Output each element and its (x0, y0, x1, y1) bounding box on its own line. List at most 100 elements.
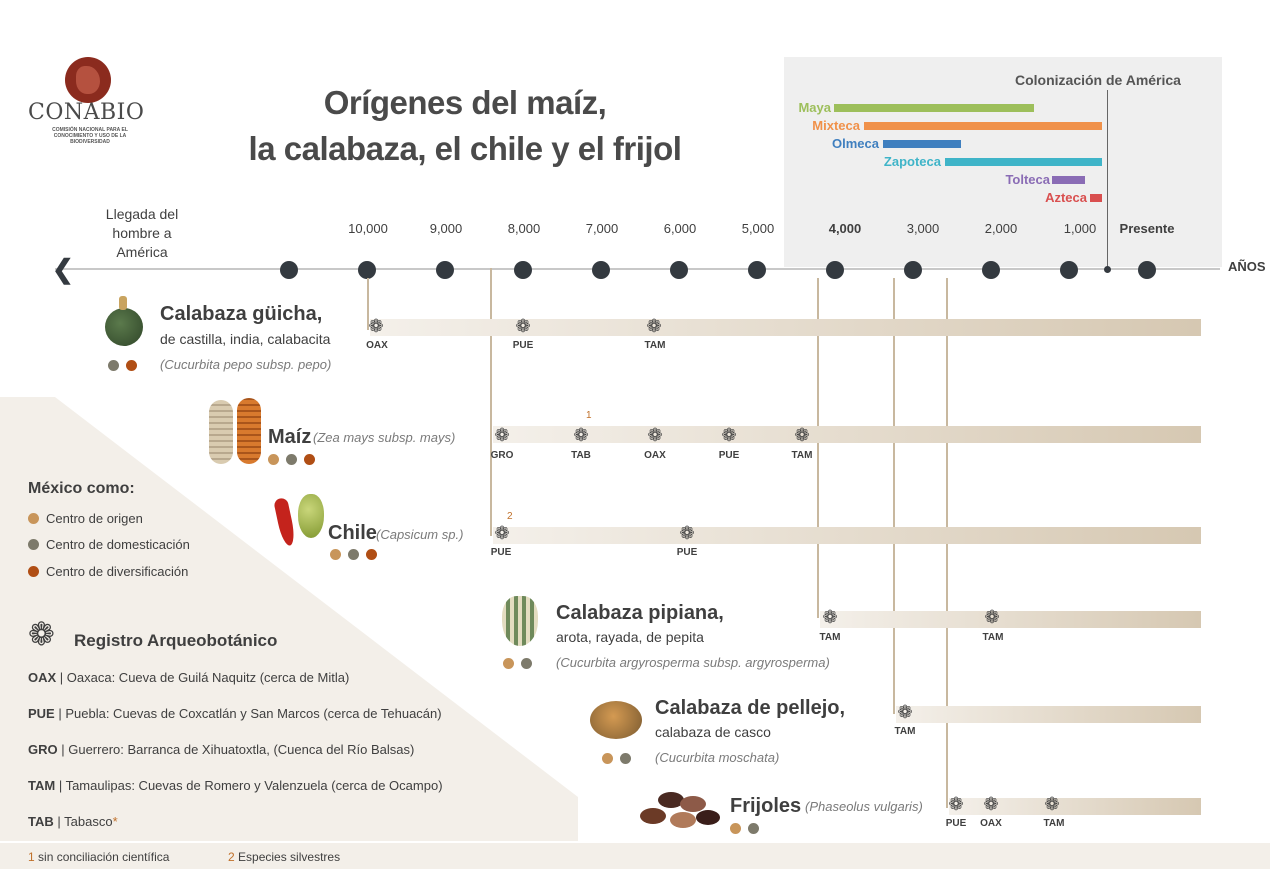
arrival-label: Llegada del hombre a América (105, 206, 179, 260)
timeline-dot (514, 261, 532, 279)
archaeobotanical-icon: ❁ (679, 523, 695, 543)
center-dots (268, 452, 322, 470)
archaeobotanical-icon: ❁ (368, 316, 384, 336)
year-label: 8,000 (507, 221, 541, 236)
footer-bar (0, 843, 1270, 869)
origin-dot (330, 549, 341, 560)
site-code: TAM (28, 778, 56, 793)
year-label: 1,000 (1063, 221, 1097, 236)
bean (680, 796, 706, 812)
colonization-line (1107, 90, 1108, 270)
footnote-1-text: sin conciliación científica (38, 850, 170, 864)
legend-diversification-label: Centro de diversificación (46, 564, 189, 579)
domestication-dot (108, 360, 119, 371)
page-title: Orígenes del maíz, la calabaza, el chile… (230, 80, 700, 172)
crop-name-pellejo: Calabaza de pellejo, (655, 697, 846, 719)
civ-label-azteca: Azteca (1045, 190, 1087, 205)
crop-sci-pellejo: (Cucurbita moschata) (655, 750, 780, 765)
track-maiz (493, 426, 1201, 443)
year-label: 9,000 (429, 221, 463, 236)
red-chile-image (273, 497, 297, 547)
site-code: PUE (945, 818, 967, 829)
legend-site: GRO | Guerrero: Barranca de Xihuatoxtla,… (28, 742, 414, 757)
corn-image (237, 398, 261, 464)
squash-stem (119, 296, 127, 310)
logo-emblem-icon (76, 66, 100, 94)
crop-name-guicha: Calabaza güicha, (160, 303, 323, 325)
site-code: PUE (718, 450, 740, 461)
site-code: PUE (490, 547, 512, 558)
civ-bar-maya (834, 104, 1034, 112)
site-code: OAX (28, 670, 57, 685)
domestication-dot (28, 539, 39, 550)
center-dots (730, 821, 766, 839)
crop-name-pipiana: Calabaza pipiana, (556, 602, 724, 624)
archaeobotanical-icon: ❁ (646, 316, 662, 336)
archaeobotanical-icon: ❁ (28, 616, 55, 652)
year-label: 4,000 (828, 221, 862, 236)
center-dots (602, 751, 638, 769)
domestication-dot (521, 658, 532, 669)
diversification-dot (28, 566, 39, 577)
legend-registro-title: Registro Arqueobotánico (74, 631, 278, 650)
crop-name-chile: Chile (328, 522, 377, 544)
site-code: TAM (791, 450, 813, 461)
crop-sci-guicha: (Cucurbita pepo subsp. pepo) (160, 357, 332, 372)
beans-image (640, 790, 722, 830)
site-code: OAX (980, 818, 1002, 829)
site-desc: | Tabasco (57, 814, 113, 829)
civ-label-zapoteca: Zapoteca (883, 154, 941, 169)
connector-line (490, 268, 492, 536)
domestication-dot (748, 823, 759, 834)
site-code: GRO (490, 450, 514, 461)
track-chile (493, 527, 1201, 544)
civ-bar-zapoteca (945, 158, 1102, 166)
center-dots (108, 358, 144, 376)
squash-image (590, 701, 642, 739)
timeline-dot (1138, 261, 1156, 279)
title-line-1: Orígenes del maíz, (323, 84, 607, 121)
title-line-2: la calabaza, el chile y el frijol (248, 130, 682, 167)
civ-bar-mixteca (864, 122, 1102, 130)
site-code: TAB (28, 814, 54, 829)
connector-line (367, 278, 369, 330)
crop-sci-maiz: (Zea mays subsp. mays) (313, 430, 456, 445)
site-code: TAB (571, 450, 591, 461)
year-label: 7,000 (585, 221, 619, 236)
bean (696, 810, 720, 825)
timeline-dot (982, 261, 1000, 279)
diversification-dot (304, 454, 315, 465)
crop-name-frijoles: Frijoles (730, 795, 802, 817)
origin-dot (503, 658, 514, 669)
timeline-dot (592, 261, 610, 279)
site-code: PUE (676, 547, 698, 558)
crop-sci-frijoles: (Phaseolus vulgaris) (805, 799, 923, 814)
footnote-1-number: 1 (28, 850, 35, 864)
civ-label-mixteca: Mixteca (812, 118, 860, 133)
years-unit-label: AÑOS (1228, 259, 1266, 274)
logo-name: CONABIO (28, 100, 145, 125)
crop-sub-pellejo: calabaza de casco (655, 724, 771, 740)
year-label: 6,000 (663, 221, 697, 236)
legend-domestication: Centro de domesticación (28, 537, 190, 552)
year-label: 5,000 (741, 221, 775, 236)
colonization-label: Colonización de América (1015, 72, 1181, 88)
legend-origin: Centro de origen (28, 511, 143, 526)
legend-site: TAM | Tamaulipas: Cuevas de Romero y Val… (28, 778, 443, 793)
tab-star: * (112, 814, 118, 829)
timeline-dot (748, 261, 766, 279)
site-code: TAM (819, 632, 841, 643)
site-code: TAM (894, 726, 916, 737)
center-dots (330, 547, 384, 565)
archaeobotanical-icon: ❁ (897, 702, 913, 722)
bean (670, 812, 696, 828)
site-desc: | Puebla: Cuevas de Coxcatlán y San Marc… (58, 706, 442, 721)
site-code: TAM (1043, 818, 1065, 829)
year-label: 3,000 (906, 221, 940, 236)
track-guicha (370, 319, 1201, 336)
footnote-2: 2 Especies silvestres (228, 850, 340, 864)
track-frijoles (949, 798, 1201, 815)
crop-sci-pipiana: (Cucurbita argyrosperma subsp. argyrospe… (556, 655, 830, 670)
year-label: Presente (1119, 221, 1175, 236)
timeline-dot (670, 261, 688, 279)
